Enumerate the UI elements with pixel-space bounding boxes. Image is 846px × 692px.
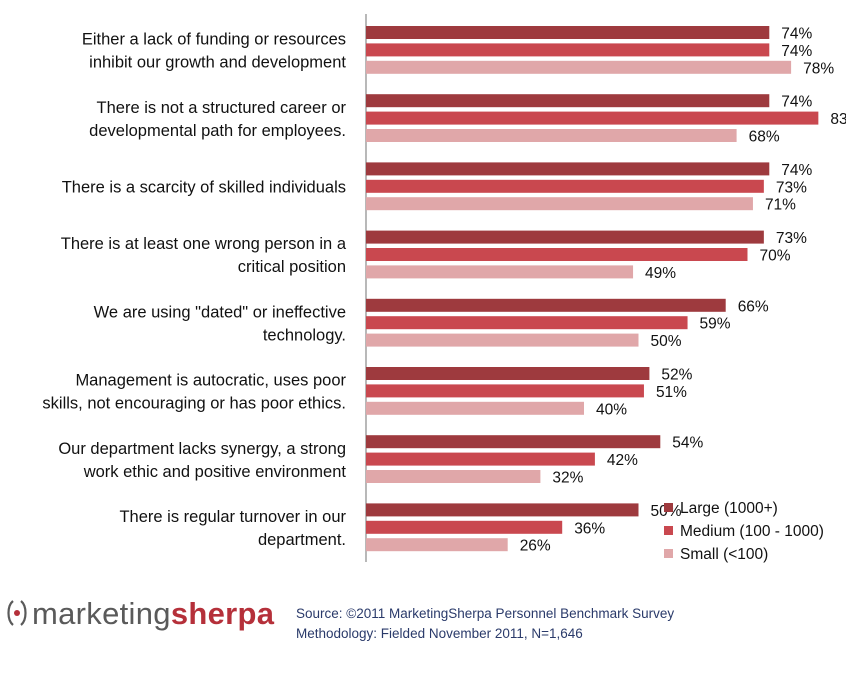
legend-label: Medium (100 - 1000): [680, 523, 824, 540]
bar: [366, 43, 770, 57]
bar: [366, 129, 737, 142]
bar: [366, 367, 650, 380]
category-label: There is not a structured career or: [97, 99, 347, 117]
source-line: Source: ©2011 MarketingSherpa Personnel …: [296, 606, 675, 621]
logo-text-marketing: marketing: [32, 596, 171, 631]
bar-chart: Either a lack of funding or resources inh…: [42, 14, 846, 563]
category-label: Our department lacks synergy, a strong: [58, 440, 346, 458]
legend-label: Small (<100): [680, 546, 768, 563]
data-label: 71%: [765, 197, 796, 214]
legend-swatch: [664, 526, 673, 535]
bar: [366, 435, 661, 449]
bar: [366, 316, 688, 330]
data-label: 73%: [776, 230, 807, 247]
data-label: 70%: [760, 248, 791, 265]
bar: [366, 265, 634, 279]
data-label: 74%: [781, 43, 812, 60]
bar: [366, 298, 726, 312]
category-label: department.: [258, 531, 346, 549]
category-label: inhibit our growth and development: [89, 54, 346, 72]
bar: [366, 401, 584, 415]
bar: [366, 248, 748, 261]
category-label: developmental path for employees.: [89, 122, 346, 140]
legend-label: Large (1000+): [680, 500, 778, 517]
data-label: 32%: [552, 470, 583, 487]
bar: [366, 538, 508, 552]
data-label: 59%: [700, 316, 731, 333]
data-label: 74%: [781, 162, 812, 179]
category-label: There is regular turnover in our: [119, 508, 346, 526]
bar: [366, 452, 595, 466]
logo-text-sherpa: sherpa: [170, 596, 275, 631]
data-label: 83%: [830, 111, 846, 128]
data-label: 40%: [596, 401, 627, 418]
category-label: technology.: [263, 326, 346, 344]
legend-swatch: [664, 549, 673, 558]
bar: [366, 230, 764, 244]
data-label: 26%: [520, 538, 551, 555]
data-label: 52%: [661, 367, 692, 384]
category-label: There is at least one wrong person in a: [61, 235, 347, 253]
category-label: We are using "dated" or ineffective: [94, 303, 346, 321]
data-label: 42%: [607, 452, 638, 469]
data-label: 50%: [651, 333, 682, 350]
footer: marketingsherpa Source: ©2011 MarketingS…: [0, 590, 846, 670]
bar: [366, 60, 792, 74]
bar: [366, 520, 563, 534]
data-label: 51%: [656, 384, 687, 401]
data-label: 78%: [803, 60, 834, 77]
data-label: 74%: [781, 26, 812, 43]
category-label: There is a scarcity of skilled individua…: [62, 179, 346, 197]
bar: [366, 111, 819, 125]
data-label: 54%: [672, 435, 703, 452]
bar: [366, 470, 541, 483]
bar: [366, 503, 639, 517]
data-label: 73%: [776, 179, 807, 196]
category-label: critical position: [238, 258, 346, 276]
bar: [366, 94, 770, 108]
bar: [366, 179, 764, 193]
bar: [366, 197, 753, 211]
source-note: Source: ©2011 MarketingSherpa Personnel …: [296, 604, 674, 644]
category-label: work ethic and positive environment: [83, 463, 347, 481]
data-label: 74%: [781, 94, 812, 111]
bar: [366, 384, 644, 398]
marketingsherpa-logo: marketingsherpa: [4, 596, 274, 632]
category-label: Management is autocratic, uses poor: [75, 372, 346, 390]
sherpa-logo-icon: [7, 600, 27, 626]
category-label: Either a lack of funding or resources: [82, 31, 346, 49]
data-label: 36%: [574, 520, 605, 537]
data-label: 49%: [645, 265, 676, 282]
data-label: 66%: [738, 298, 769, 315]
bar: [366, 162, 770, 176]
data-label: 68%: [749, 129, 780, 146]
bar: [366, 333, 639, 347]
legend-swatch: [664, 503, 673, 512]
bar: [366, 26, 770, 39]
category-label: skills, not encouraging or has poor ethi…: [42, 395, 346, 413]
methodology-line: Methodology: Fielded November 2011, N=1,…: [296, 626, 583, 641]
